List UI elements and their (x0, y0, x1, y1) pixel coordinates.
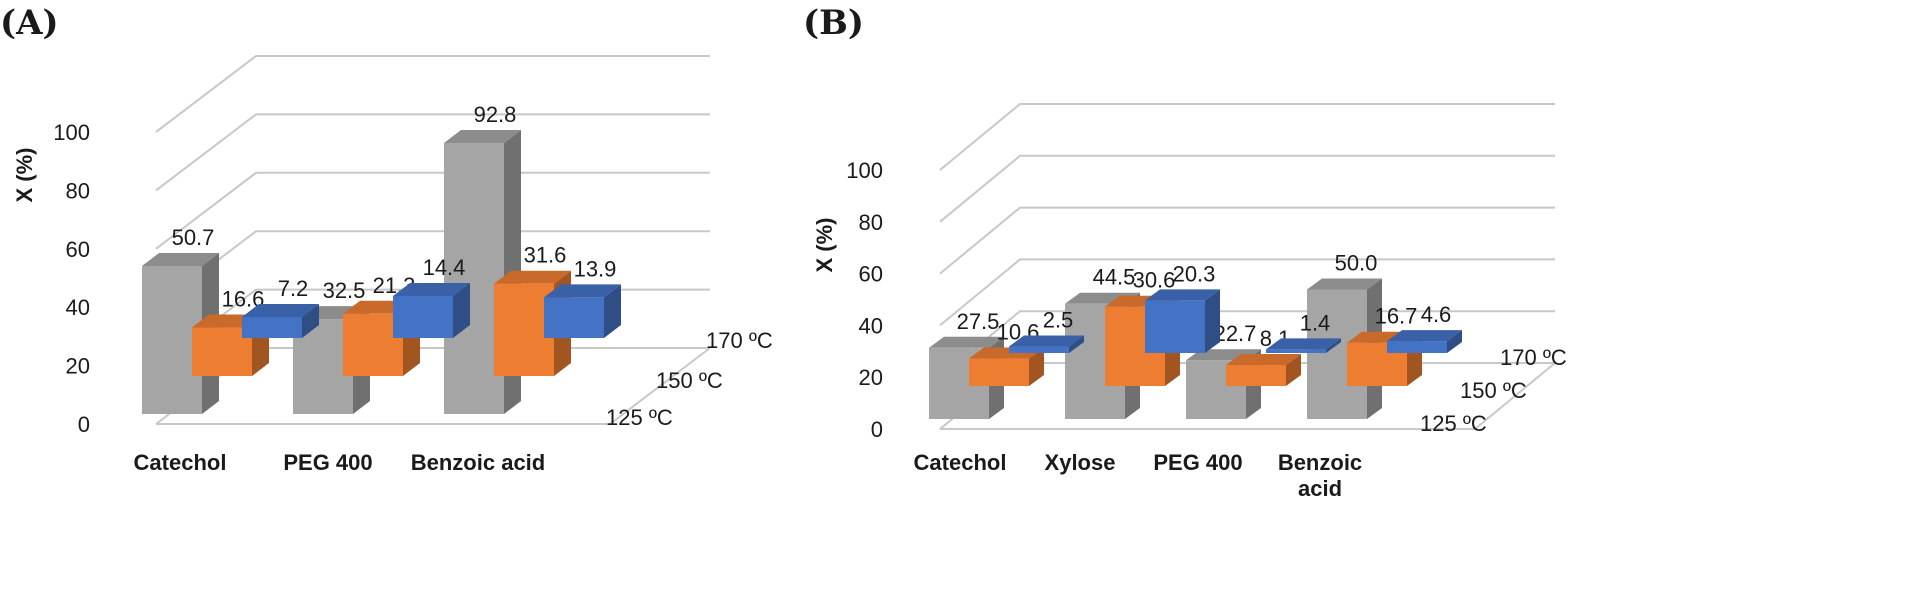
y-tick-label: 0 (871, 417, 883, 442)
gridline (939, 258, 1555, 327)
y-axis-label: X (%) (12, 148, 37, 203)
gridline (939, 103, 1555, 171)
data-label: 1.4 (1300, 310, 1331, 335)
bar-125-c-benzoic-acid (1387, 330, 1462, 353)
y-tick-label: 100 (53, 120, 90, 145)
bar-125-c-peg-400 (393, 282, 470, 338)
y-tick-label: 20 (859, 365, 883, 390)
gridline (939, 206, 1555, 275)
category-label: PEG 400 (1153, 450, 1242, 475)
series-label: 125 ºC (1420, 411, 1487, 436)
data-label: 4.6 (1421, 302, 1452, 327)
series-label: 150 ºC (656, 368, 723, 393)
data-label: 16.7 (1375, 304, 1418, 329)
category-label: Catechol (134, 450, 227, 475)
floor-outline (940, 362, 1556, 430)
gridline (155, 113, 710, 192)
gridline (155, 55, 710, 133)
bar-125-c-catechol (242, 303, 319, 338)
data-label: 27.5 (957, 309, 1000, 334)
series-label: 125 ºC (606, 405, 673, 430)
data-label: 44.5 (1093, 265, 1136, 290)
bar-125-c-xylose (1145, 289, 1220, 353)
category-label: Benzoic acid (411, 450, 545, 475)
panel-b-chart: (B) 0 20 40 60 80 100 X (%) 27.5 44.5 22.7 50.0 170 … (803, 3, 1567, 501)
data-label: 13.9 (574, 256, 617, 281)
panel-label: (A) (0, 3, 59, 43)
y-tick-label: 80 (859, 210, 883, 235)
data-label: 2.5 (1043, 308, 1074, 333)
panel-label: (B) (803, 3, 864, 43)
category-label: Catechol (914, 450, 1007, 475)
data-label: 32.5 (323, 278, 366, 303)
bar-125-c-benzoic-acid (544, 284, 621, 338)
bar-125-c-catechol (1009, 335, 1084, 353)
y-tick-label: 60 (66, 237, 90, 262)
gridline (939, 154, 1555, 223)
data-label: 14.4 (423, 255, 466, 280)
floor-outline (156, 347, 711, 425)
data-label: 50.7 (172, 225, 215, 250)
data-label: 31.6 (524, 243, 567, 268)
category-label: Benzoic acid (1278, 450, 1362, 501)
data-label: 50.0 (1335, 251, 1378, 276)
y-tick-label: 60 (859, 262, 883, 287)
y-tick-label: 40 (859, 313, 883, 338)
series-label: 150 ºC (1460, 378, 1527, 403)
category-label: PEG 400 (283, 450, 372, 475)
data-label: 7.2 (278, 276, 309, 301)
bar-125-c-peg-400 (1266, 338, 1341, 353)
y-tick-label: 0 (78, 412, 90, 437)
y-tick-label: 100 (846, 158, 883, 183)
data-label: 20.3 (1173, 261, 1216, 286)
data-label: 22.7 (1214, 321, 1257, 346)
y-tick-label: 40 (66, 295, 90, 320)
bar-150-c-peg-400 (1226, 354, 1301, 386)
category-label: Xylose (1045, 450, 1116, 475)
data-label: 92.8 (474, 102, 517, 127)
gridline (155, 171, 710, 250)
y-tick-label: 20 (66, 354, 90, 379)
y-axis-label: X (%) (812, 218, 837, 273)
data-label: 30.6 (1133, 268, 1176, 293)
series-label: 170 ºC (1500, 345, 1567, 370)
bar-150-c-catechol (969, 347, 1044, 386)
series-label: 170 ºC (706, 328, 773, 353)
y-tick-label: 80 (66, 178, 90, 203)
